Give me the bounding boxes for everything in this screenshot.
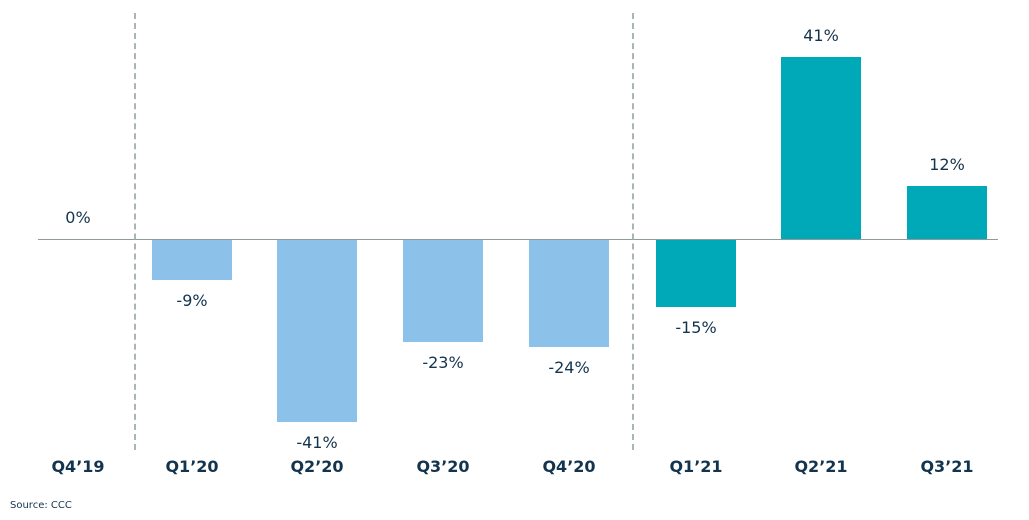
- zero-axis-line: [38, 239, 998, 240]
- value-label: -9%: [176, 291, 208, 310]
- bar: [277, 240, 357, 422]
- bar: [656, 240, 736, 307]
- value-label: -23%: [422, 353, 464, 372]
- x-axis-label: Q1’20: [165, 457, 219, 476]
- value-label: 12%: [929, 155, 965, 174]
- value-label: 0%: [65, 208, 91, 227]
- bar: [907, 186, 987, 239]
- x-axis-label: Q4’19: [51, 457, 105, 476]
- value-label: -15%: [675, 318, 717, 337]
- separator-line: [134, 13, 136, 450]
- bar: [781, 57, 861, 239]
- x-axis-label: Q2’20: [290, 457, 344, 476]
- bar: [529, 240, 609, 347]
- x-axis-label: Q4’20: [542, 457, 596, 476]
- x-axis-label: Q3’21: [920, 457, 974, 476]
- x-axis-label: Q2’21: [794, 457, 848, 476]
- x-axis-label: Q1’21: [669, 457, 723, 476]
- bar: [152, 240, 232, 280]
- value-label: -41%: [296, 433, 338, 452]
- value-label: -24%: [548, 358, 590, 377]
- x-axis-label: Q3’20: [416, 457, 470, 476]
- separator-line: [632, 13, 634, 450]
- value-label: 41%: [803, 26, 839, 45]
- bar: [403, 240, 483, 342]
- source-note: Source: CCC: [10, 500, 72, 511]
